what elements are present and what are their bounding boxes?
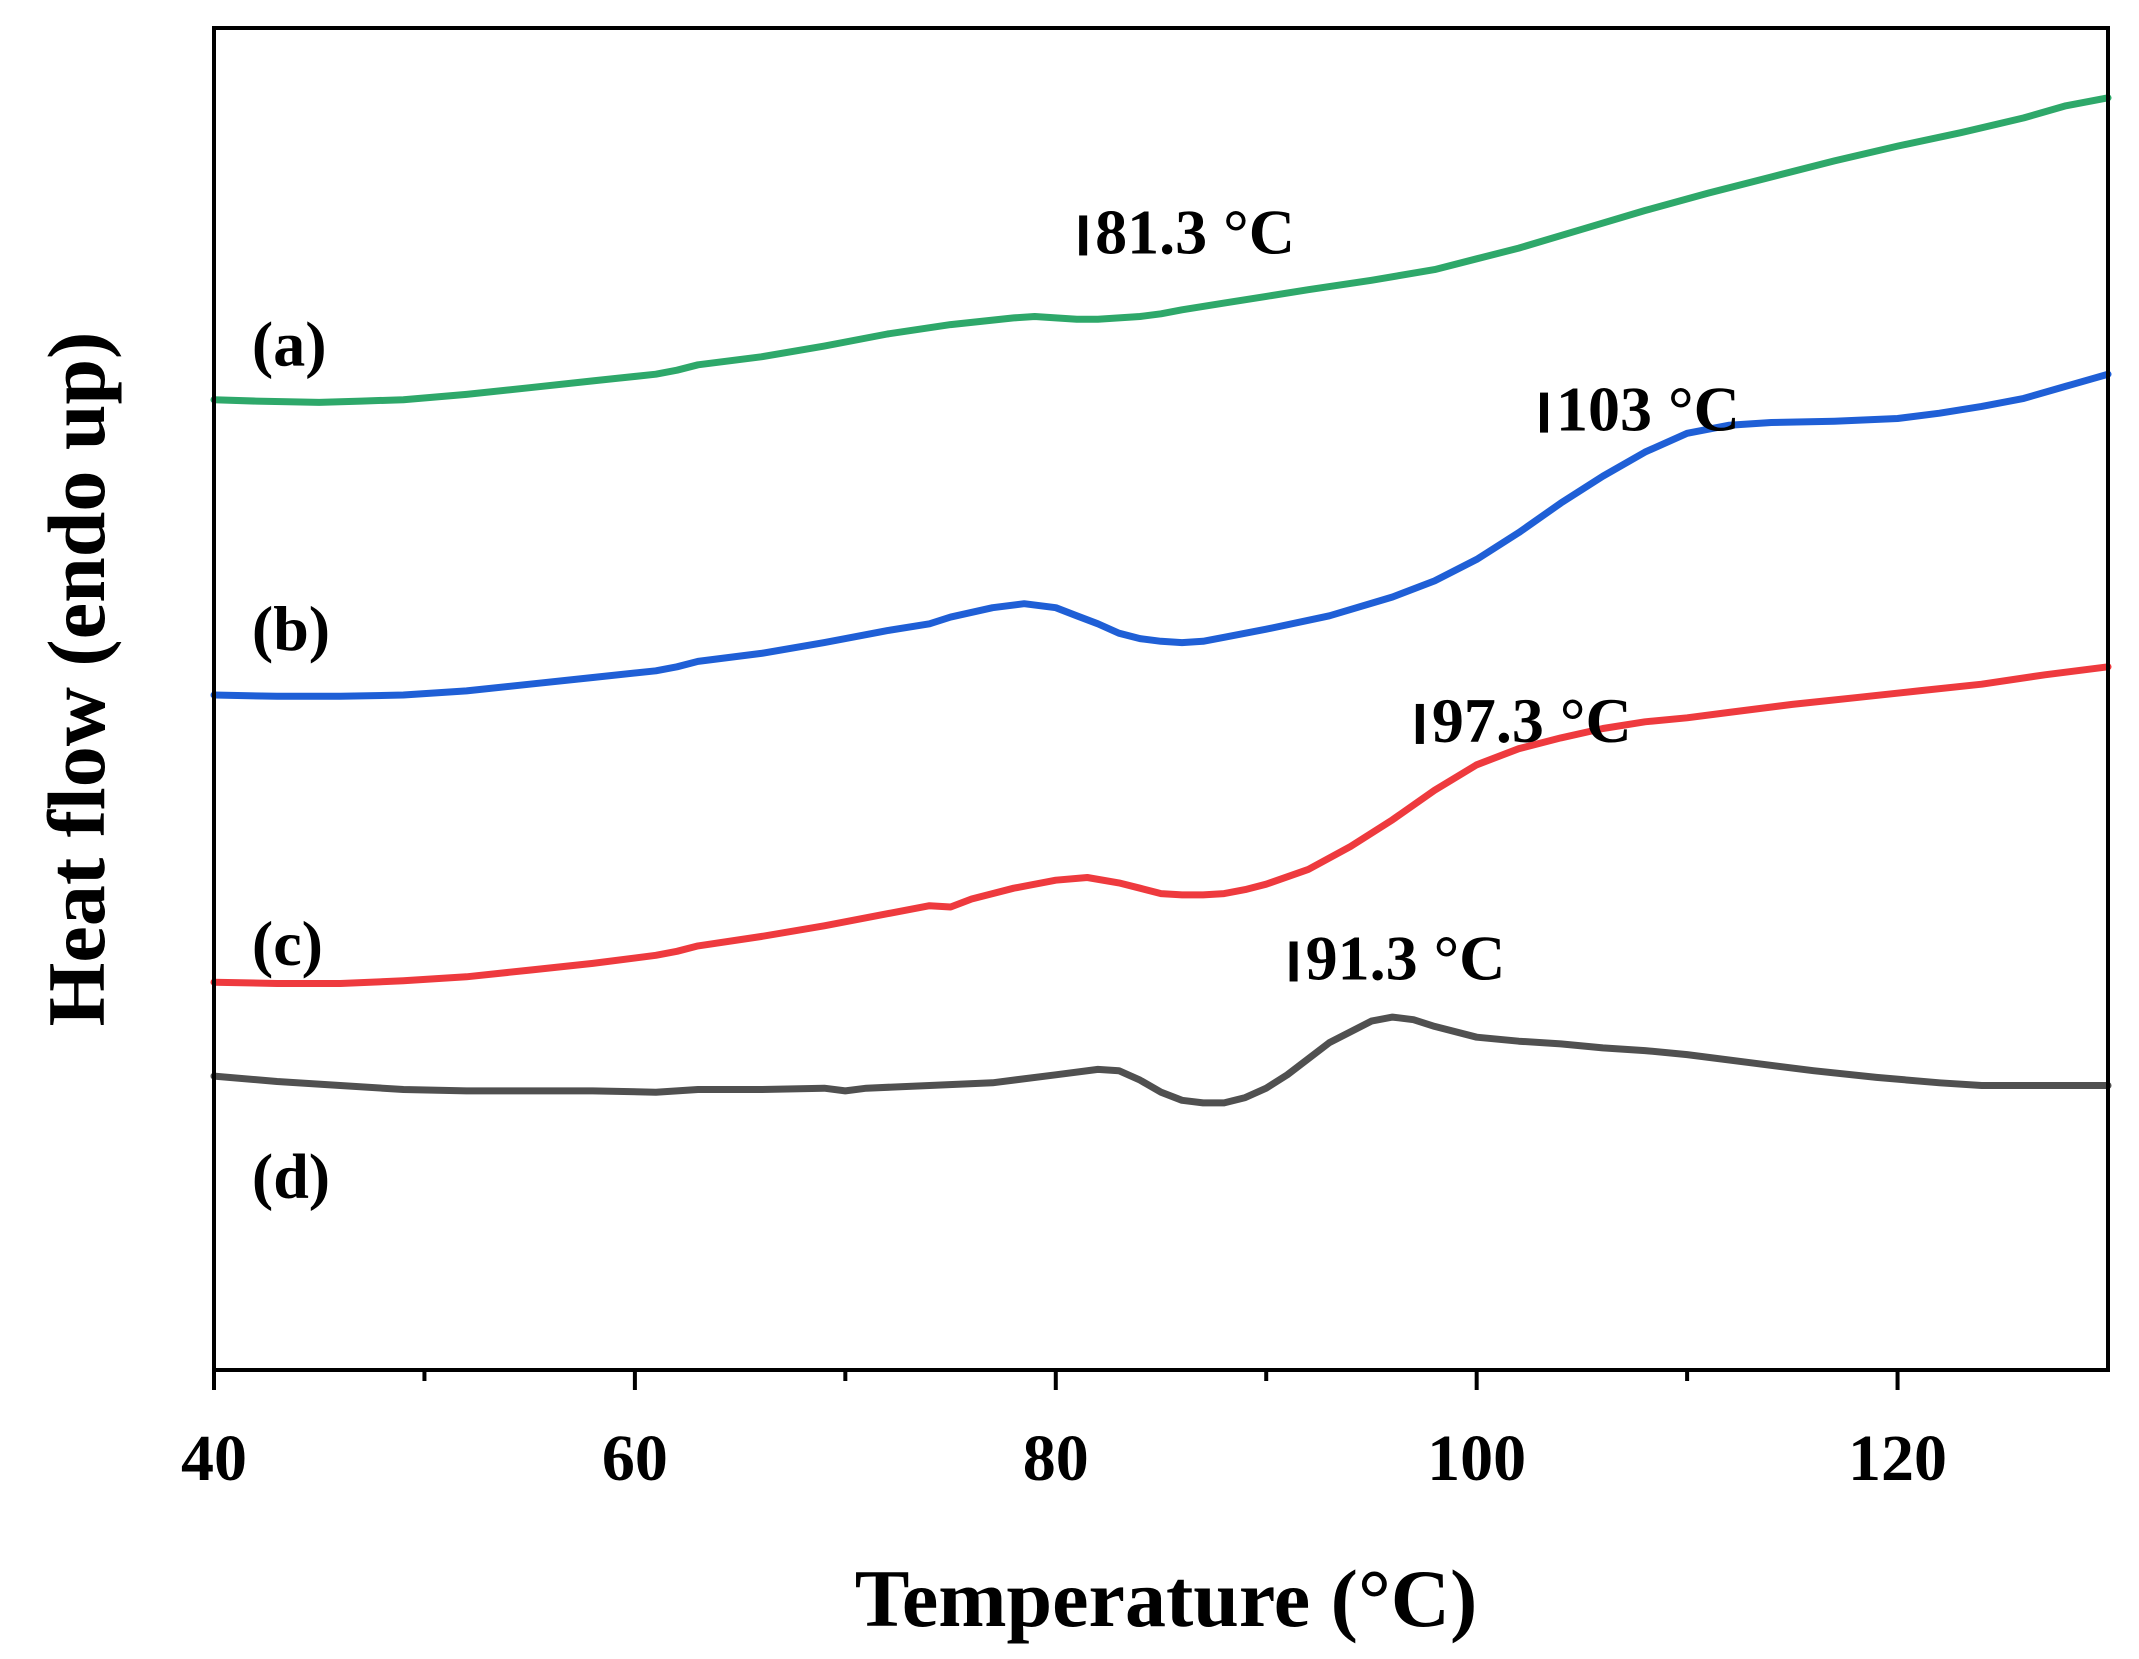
series-label-b: (b) <box>252 593 330 664</box>
series-line-d <box>210 1013 2112 1107</box>
x-tick-label: 120 <box>1848 1422 1947 1495</box>
annotation-marker <box>1540 392 1549 433</box>
series-labels: (a) (b) (c) (d) <box>252 308 330 1211</box>
annotation-marker <box>1079 215 1088 256</box>
plot-frame <box>212 26 2110 1372</box>
annotation-label: 97.3 °C <box>1432 685 1632 756</box>
annotation-label: 91.3 °C <box>1306 922 1506 993</box>
y-axis-title: Heat flow (endo up) <box>31 332 122 1027</box>
series-label-d: (d) <box>252 1140 330 1211</box>
x-axis-tick-labels: 40 60 80 100 120 <box>181 1422 1947 1495</box>
annotation-label: 81.3 °C <box>1095 196 1295 267</box>
annotation-marker <box>1289 941 1298 982</box>
series-label-a: (a) <box>252 308 327 379</box>
x-tick-label: 60 <box>602 1422 668 1495</box>
annotations: 81.3 °C 103 °C 97.3 °C 91.3 °C <box>1079 196 1740 993</box>
plot-lines <box>210 94 2112 1107</box>
x-axis-title: Temperature (°C) <box>855 1553 1478 1644</box>
annotation-marker <box>1415 703 1424 744</box>
x-tick-label: 100 <box>1427 1422 1526 1495</box>
series-label-c: (c) <box>252 908 323 979</box>
series-line-a <box>210 94 2112 406</box>
x-axis-ticks <box>212 1370 1900 1390</box>
annotation-label: 103 °C <box>1556 374 1740 445</box>
series-line-b <box>210 370 2112 700</box>
x-tick-label: 80 <box>1023 1422 1089 1495</box>
x-tick-label: 40 <box>181 1422 247 1495</box>
series-line-c <box>210 663 2112 987</box>
